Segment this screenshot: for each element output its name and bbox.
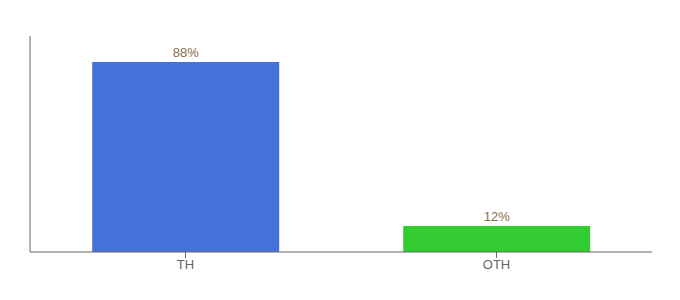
svg-text:12%: 12%: [484, 209, 510, 224]
svg-text:OTH: OTH: [483, 257, 510, 272]
svg-text:TH: TH: [177, 257, 194, 272]
svg-text:88%: 88%: [173, 45, 199, 60]
